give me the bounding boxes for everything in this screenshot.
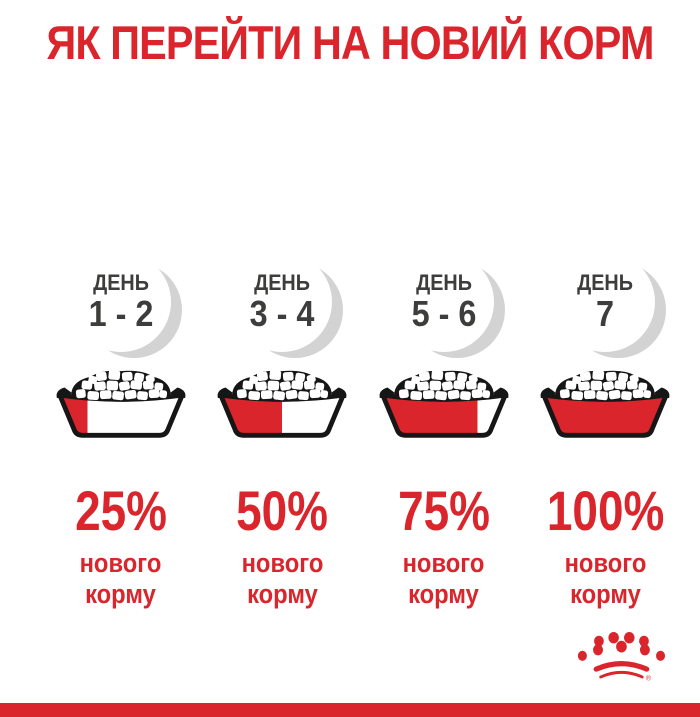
kibble-chunks xyxy=(560,369,652,401)
transition-step-4: ДЕНЬ 7 xyxy=(525,252,687,609)
new-food-percent: 25% xyxy=(74,479,167,542)
crown-dots xyxy=(577,632,666,661)
kibble-chunks xyxy=(75,369,167,401)
bowl-slot xyxy=(377,368,511,449)
new-food-percent: 100% xyxy=(546,479,664,542)
bowl-rim-left xyxy=(217,387,234,398)
kibble-chunks xyxy=(237,369,329,401)
new-food-percent: 50% xyxy=(236,479,329,542)
caption-line: нового xyxy=(564,548,647,578)
day-badge: ДЕНЬ 1 - 2 xyxy=(70,252,171,352)
new-food-caption: нового корму xyxy=(559,548,652,609)
food-bowl-icon xyxy=(56,369,186,438)
new-food-caption: нового корму xyxy=(397,548,490,609)
bowl-rim-right xyxy=(169,387,186,398)
caption-line: корму xyxy=(246,578,318,609)
day-range: 1 - 2 xyxy=(88,293,154,335)
transition-steps: ДЕНЬ 1 - 2 xyxy=(40,252,686,609)
bowl-slot xyxy=(215,368,349,449)
food-bowl-icon xyxy=(540,369,670,438)
kibble-chunks xyxy=(398,369,490,401)
new-food-percent: 75% xyxy=(397,479,490,542)
day-badge: ДЕНЬ 7 xyxy=(555,252,656,352)
day-label: ДЕНЬ xyxy=(92,270,149,296)
bowl-body xyxy=(59,395,183,436)
new-food-caption: нового корму xyxy=(236,548,329,609)
bowl-slot xyxy=(54,368,188,449)
registered-mark: ® xyxy=(646,675,651,683)
transition-step-2: ДЕНЬ 3 - 4 xyxy=(202,252,364,609)
caption-line: нового xyxy=(79,548,162,578)
bowl-rim-right xyxy=(492,387,509,398)
day-range: 7 xyxy=(596,293,615,335)
bottom-red-bar xyxy=(0,703,700,717)
transition-step-3: ДЕНЬ 5 - 6 xyxy=(363,252,525,609)
bowl-rim-left xyxy=(540,387,557,398)
bowl-rim-right xyxy=(331,387,347,398)
royal-canin-crown-logo: ® xyxy=(573,631,669,688)
food-bowl-icon xyxy=(217,369,347,438)
bowl-rim-left xyxy=(379,387,395,398)
day-range: 3 - 4 xyxy=(249,293,315,335)
bowl-rim-right xyxy=(654,387,670,398)
day-badge: ДЕНЬ 3 - 4 xyxy=(232,252,333,352)
page-title: ЯК ПЕРЕЙТИ НА НОВИЙ КОРМ xyxy=(46,16,654,69)
caption-line: нового xyxy=(241,548,324,578)
day-range: 5 - 6 xyxy=(411,293,477,335)
food-bowl-icon xyxy=(379,369,509,438)
bowl-rim-left xyxy=(56,387,72,398)
crown-arc-thick xyxy=(593,661,650,672)
caption-line: нового xyxy=(402,548,485,578)
bowl-slot xyxy=(538,368,672,449)
day-label: ДЕНЬ xyxy=(254,270,311,296)
day-label: ДЕНЬ xyxy=(415,270,472,296)
day-badge: ДЕНЬ 5 - 6 xyxy=(393,252,494,352)
transition-step-1: ДЕНЬ 1 - 2 xyxy=(40,252,202,609)
new-food-caption: нового корму xyxy=(74,548,167,609)
caption-line: корму xyxy=(408,578,480,609)
caption-line: корму xyxy=(569,578,641,609)
caption-line: корму xyxy=(85,578,157,609)
crown-arc-thin xyxy=(599,670,644,679)
day-label: ДЕНЬ xyxy=(577,270,634,296)
